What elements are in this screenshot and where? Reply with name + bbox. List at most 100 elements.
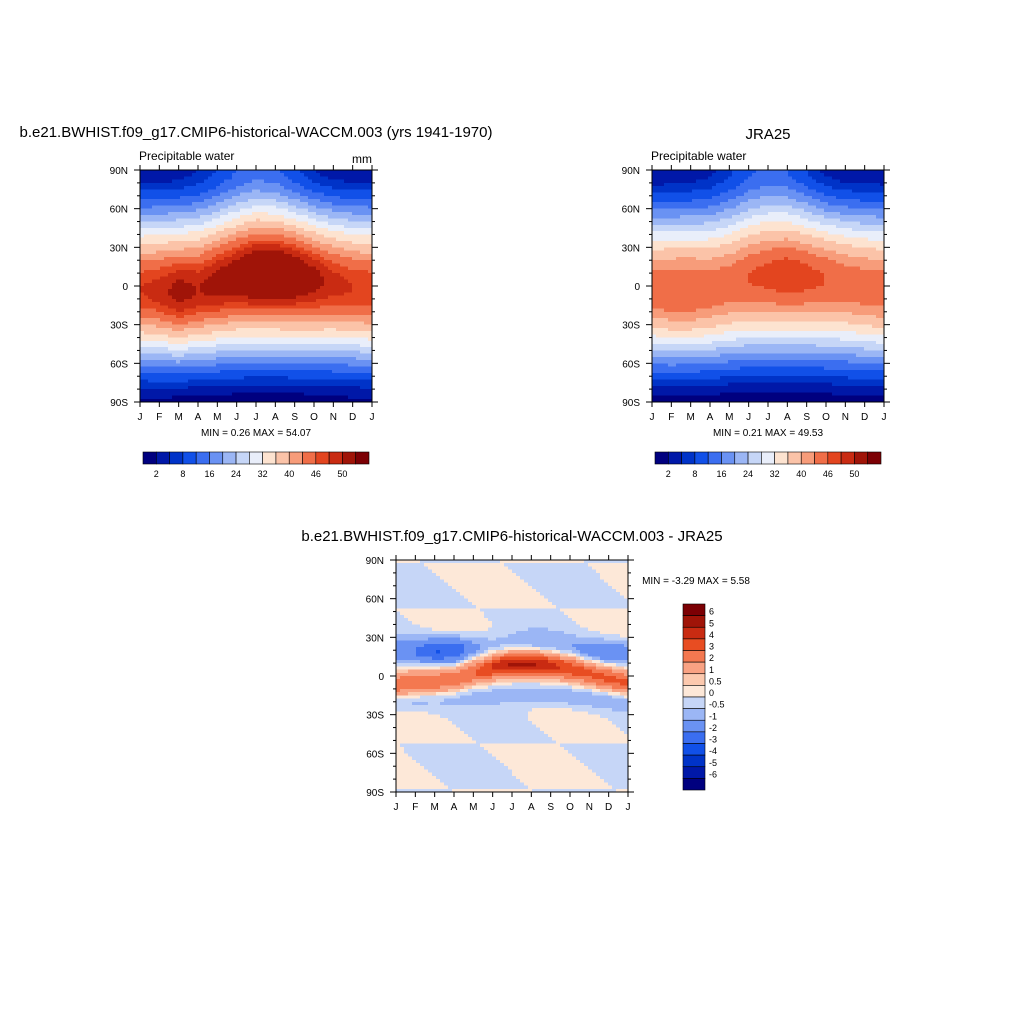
heatmap-cell bbox=[148, 237, 153, 242]
heatmap-cell bbox=[272, 221, 277, 226]
heatmap-cell bbox=[200, 215, 205, 219]
heatmap-cell bbox=[280, 295, 285, 300]
heatmap-cell bbox=[160, 173, 165, 178]
heatmap-cell bbox=[264, 218, 269, 223]
heatmap-cell bbox=[148, 366, 153, 371]
heatmap-cell bbox=[360, 324, 365, 329]
heatmap-cell bbox=[320, 192, 325, 197]
heatmap-cell bbox=[140, 315, 145, 319]
heatmap-cell bbox=[144, 211, 149, 216]
heatmap-cell bbox=[360, 186, 365, 190]
heatmap-cell bbox=[352, 237, 357, 242]
heatmap-cell bbox=[316, 186, 321, 190]
heatmap-cell bbox=[180, 170, 185, 174]
heatmap-cell bbox=[320, 247, 325, 252]
panel-model-subtitle: Precipitable water bbox=[139, 149, 234, 163]
heatmap-cell bbox=[160, 218, 165, 223]
heatmap-cell bbox=[180, 347, 185, 352]
heatmap-cell bbox=[212, 363, 217, 368]
heatmap-cell bbox=[204, 199, 209, 203]
heatmap-cell bbox=[228, 205, 233, 210]
heatmap-cell bbox=[320, 366, 325, 371]
heatmap-cell bbox=[340, 279, 345, 284]
heatmap-cell bbox=[312, 379, 317, 384]
heatmap-cell bbox=[244, 195, 249, 200]
heatmap-cell bbox=[148, 347, 153, 352]
heatmap-cell bbox=[352, 269, 357, 274]
heatmap-cell bbox=[188, 260, 193, 265]
heatmap-cell bbox=[336, 334, 341, 339]
heatmap-cell bbox=[196, 176, 201, 181]
x-tick-label: S bbox=[291, 412, 298, 423]
heatmap-cell bbox=[300, 324, 305, 329]
heatmap-cell bbox=[228, 318, 233, 323]
heatmap-cell bbox=[364, 302, 369, 306]
heatmap-cell bbox=[320, 337, 325, 342]
heatmap-cell bbox=[340, 331, 345, 335]
heatmap-cell bbox=[348, 189, 353, 194]
heatmap-cell bbox=[256, 308, 261, 313]
heatmap-cell bbox=[272, 321, 277, 326]
heatmap-cell bbox=[368, 369, 373, 374]
heatmap-cell bbox=[148, 199, 153, 203]
heatmap-cell bbox=[312, 211, 317, 216]
heatmap-cell bbox=[160, 282, 165, 287]
heatmap-cell bbox=[220, 247, 225, 252]
x-tick-label: O bbox=[310, 412, 318, 423]
heatmap-cell bbox=[148, 240, 153, 245]
heatmap-cell bbox=[160, 318, 165, 323]
heatmap-cell bbox=[304, 334, 309, 339]
heatmap-cell bbox=[328, 176, 333, 181]
heatmap-cell bbox=[304, 321, 309, 326]
heatmap-cell bbox=[188, 298, 193, 303]
heatmap-cell bbox=[360, 350, 365, 355]
heatmap-cell bbox=[180, 376, 185, 381]
heatmap-cell bbox=[180, 273, 185, 277]
heatmap-cell bbox=[220, 276, 225, 281]
heatmap-cell bbox=[244, 208, 249, 213]
heatmap-cell bbox=[164, 231, 169, 236]
heatmap-cell bbox=[316, 360, 321, 364]
heatmap-cell bbox=[200, 240, 205, 245]
heatmap-cell bbox=[328, 331, 333, 335]
heatmap-cell bbox=[348, 331, 353, 335]
heatmap-cell bbox=[172, 173, 177, 178]
heatmap-cell bbox=[284, 240, 289, 245]
heatmap-cell bbox=[368, 211, 373, 216]
heatmap-cell bbox=[188, 253, 193, 258]
heatmap-cell bbox=[300, 266, 305, 271]
heatmap-cell bbox=[236, 363, 241, 368]
heatmap-cell bbox=[192, 247, 197, 252]
heatmap-cell bbox=[368, 247, 373, 252]
heatmap-cell bbox=[344, 344, 349, 348]
heatmap-cell bbox=[336, 260, 341, 265]
heatmap-cell bbox=[300, 244, 305, 248]
x-tick-label: N bbox=[330, 412, 337, 423]
heatmap-cell bbox=[220, 266, 225, 271]
heatmap-cell bbox=[276, 373, 281, 377]
heatmap-cell bbox=[328, 334, 333, 339]
heatmap-cell bbox=[176, 205, 181, 210]
heatmap-cell bbox=[348, 228, 353, 232]
heatmap-cell bbox=[364, 211, 369, 216]
heatmap-cell bbox=[316, 234, 321, 239]
heatmap-cell bbox=[244, 176, 249, 181]
heatmap-cell bbox=[232, 360, 237, 364]
heatmap-cell bbox=[304, 350, 309, 355]
heatmap-cell bbox=[256, 276, 261, 281]
heatmap-cell bbox=[244, 211, 249, 216]
heatmap-cell bbox=[364, 215, 369, 219]
heatmap-cell bbox=[344, 340, 349, 345]
heatmap-cell bbox=[168, 305, 173, 310]
heatmap-cell bbox=[236, 182, 241, 187]
heatmap-cell bbox=[176, 276, 181, 281]
heatmap-cell bbox=[284, 298, 289, 303]
heatmap-cell bbox=[288, 221, 293, 226]
heatmap-cell bbox=[168, 327, 173, 332]
heatmap-cell bbox=[212, 218, 217, 223]
heatmap-cell bbox=[140, 324, 145, 329]
heatmap-cell bbox=[216, 308, 221, 313]
heatmap-cell bbox=[192, 240, 197, 245]
heatmap-cell bbox=[196, 344, 201, 348]
heatmap-cell bbox=[368, 244, 373, 248]
